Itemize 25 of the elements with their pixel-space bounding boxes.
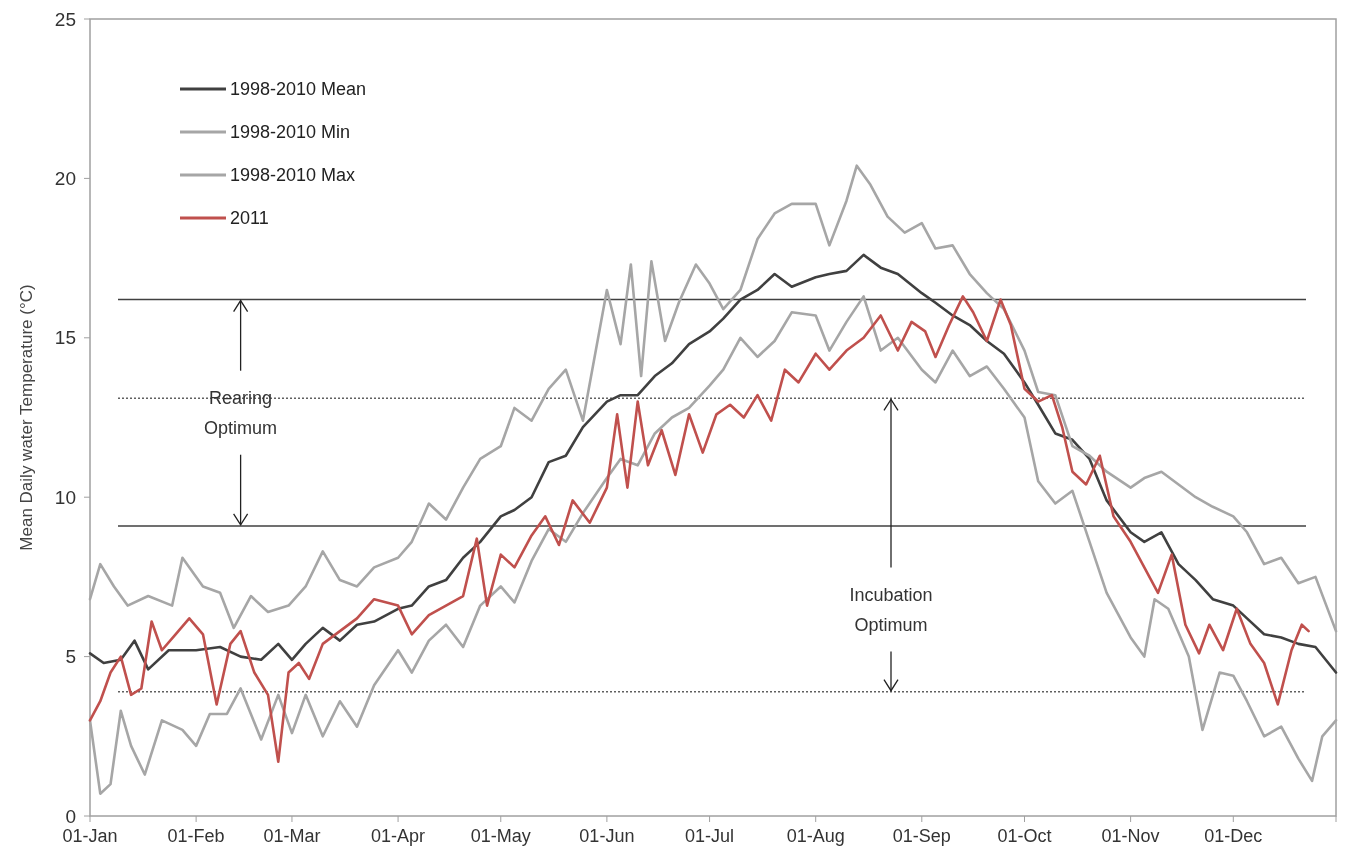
legend-label: 1998-2010 Mean [230,79,367,100]
x-tick-label: 01-Oct [997,826,1052,846]
legend-label: 2011 [230,208,269,229]
y-axis-title: Mean Daily water Temperature (°C) [17,284,36,551]
x-tick-label: 01-Sep [892,826,951,846]
legend-label: 1998-2010 Max [230,165,356,186]
y-tick-label: 5 [65,646,76,668]
y-tick-label: 10 [54,486,76,508]
y-tick-label: 20 [54,168,76,190]
x-tick-label: 01-May [470,826,531,846]
x-tick-label: 01-Dec [1204,826,1263,846]
x-tick-label: 01-Apr [371,826,426,846]
annotation: Incubation Optimum [849,584,933,635]
x-tick-label: 01-Aug [786,826,845,846]
y-tick-label: 25 [54,8,76,30]
x-tick-label: 01-Feb [167,826,225,846]
x-tick-label: 01-Jan [62,826,118,846]
y-tick-label: 0 [65,805,76,827]
legend-label: 1998-2010 Min [230,122,351,143]
annotation: Rearing Optimum [204,388,278,439]
x-tick-label: 01-Jul [685,826,735,846]
x-tick-label: 01-Jun [579,826,635,846]
x-tick-label: 01-Nov [1101,826,1160,846]
y-tick-label: 15 [54,327,76,349]
x-tick-label: 01-Mar [263,826,321,846]
